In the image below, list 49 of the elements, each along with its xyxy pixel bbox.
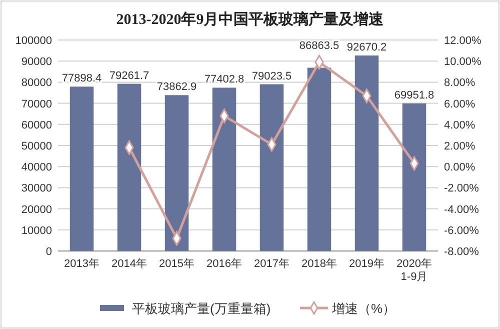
y-tick-label: 90000 xyxy=(21,56,52,68)
y-tick-label: 30000 xyxy=(21,182,52,195)
y-tick-label: 0 xyxy=(46,246,52,258)
bar xyxy=(164,95,189,251)
x-tick-label: 2016年 xyxy=(206,258,242,270)
data-label: 77402.8 xyxy=(204,74,244,86)
y-tick-label: 50000 xyxy=(21,140,52,152)
bar xyxy=(212,88,236,251)
bar xyxy=(260,84,284,251)
bar xyxy=(117,84,142,251)
legend-label: 平板玻璃产量(万重量箱) xyxy=(132,301,271,316)
y2-tick-label: -2.00% xyxy=(444,182,480,195)
x-tick-label: 2014年 xyxy=(112,258,147,270)
data-label: 86863.5 xyxy=(299,40,340,52)
y2-tick-label: -4.00% xyxy=(444,204,480,216)
y-tick-label: 40000 xyxy=(21,162,52,174)
x-tick-label: 2013年 xyxy=(64,258,100,270)
data-label: 77898.4 xyxy=(62,72,102,85)
x-tick-label: 2019年 xyxy=(349,258,384,270)
chart-title: 2013-2020年9月中国平板玻璃产量及增速 xyxy=(116,10,385,28)
y2-tick-label: 8.00% xyxy=(444,77,476,90)
bar xyxy=(402,103,426,251)
y2-tick-label: 2.00% xyxy=(444,140,476,152)
legend-label: 增速（%） xyxy=(331,301,396,316)
data-label: 69951.8 xyxy=(394,89,434,102)
y2-tick-label: -8.00% xyxy=(444,246,480,258)
data-label: 79261.7 xyxy=(109,70,150,82)
bar xyxy=(70,86,94,251)
y2-tick-label: 4.00% xyxy=(444,119,476,132)
x-tick-label: 2015年 xyxy=(159,258,194,270)
y2-tick-label: 10.00% xyxy=(444,56,482,68)
y2-tick-label: 6.00% xyxy=(444,98,476,110)
data-label: 92670.2 xyxy=(346,41,387,54)
data-label: 79023.5 xyxy=(252,70,292,82)
x-tick-label: 2017年 xyxy=(254,258,290,270)
y2-tick-label: 0.00% xyxy=(444,162,476,174)
y-tick-label: 70000 xyxy=(21,98,52,110)
y-tick-label: 80000 xyxy=(21,77,52,90)
y2-tick-label: 12.00% xyxy=(444,35,482,47)
x-tick-label: 2020年 1-9月 xyxy=(396,258,432,283)
y-tick-label: 60000 xyxy=(21,119,52,132)
y-tick-label: 100000 xyxy=(15,35,52,47)
y2-tick-label: -6.00% xyxy=(444,224,480,237)
bar xyxy=(307,68,332,251)
data-label: 73862.9 xyxy=(156,81,197,94)
y-tick-label: 20000 xyxy=(21,204,52,216)
x-tick-label: 2018年 xyxy=(302,258,337,270)
y-tick-label: 10000 xyxy=(21,224,52,237)
bar xyxy=(354,55,379,251)
